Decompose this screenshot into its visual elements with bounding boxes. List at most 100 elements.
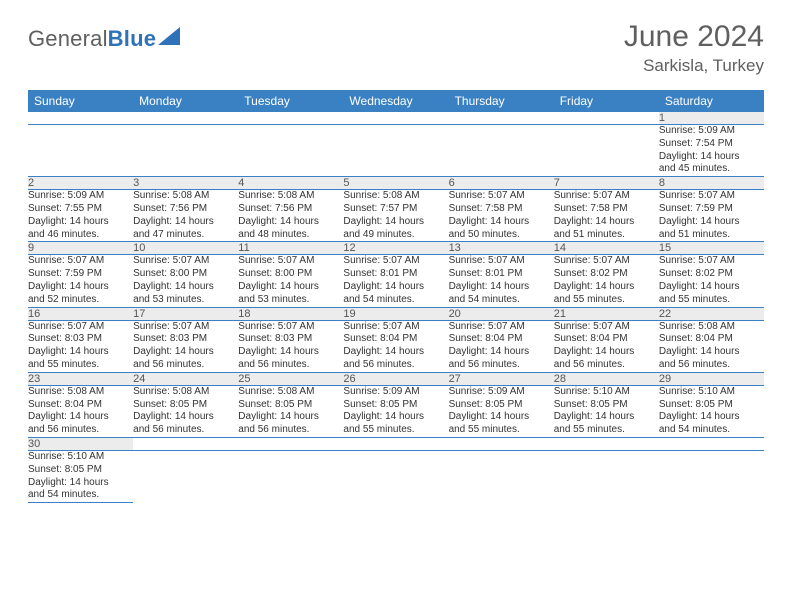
daylight-text: and 53 minutes. xyxy=(133,294,238,307)
day-number xyxy=(133,437,238,450)
sunset-text: Sunset: 8:04 PM xyxy=(343,333,448,346)
daylight-text: and 56 minutes. xyxy=(238,359,343,372)
day-cell: Sunrise: 5:08 AMSunset: 7:56 PMDaylight:… xyxy=(238,190,343,242)
day-cell: Sunrise: 5:07 AMSunset: 8:01 PMDaylight:… xyxy=(343,255,448,307)
daynum-row: 2345678 xyxy=(28,177,764,190)
location-label: Sarkisla, Turkey xyxy=(624,56,764,76)
day-number: 27 xyxy=(449,372,554,385)
sunrise-text: Sunrise: 5:08 AM xyxy=(343,190,448,203)
daylight-text: and 51 minutes. xyxy=(659,229,764,242)
sunset-text: Sunset: 8:04 PM xyxy=(28,399,133,412)
sunrise-text: Sunrise: 5:07 AM xyxy=(28,255,133,268)
day-cell: Sunrise: 5:10 AMSunset: 8:05 PMDaylight:… xyxy=(28,450,133,502)
daylight-text: and 56 minutes. xyxy=(28,424,133,437)
day-number: 28 xyxy=(554,372,659,385)
day-number: 23 xyxy=(28,372,133,385)
detail-row: Sunrise: 5:07 AMSunset: 7:59 PMDaylight:… xyxy=(28,255,764,307)
day-cell xyxy=(238,450,343,502)
day-number: 14 xyxy=(554,242,659,255)
sunset-text: Sunset: 8:05 PM xyxy=(449,399,554,412)
day-cell xyxy=(133,450,238,502)
sunrise-text: Sunrise: 5:08 AM xyxy=(659,321,764,334)
daylight-text: and 56 minutes. xyxy=(343,359,448,372)
sunset-text: Sunset: 7:57 PM xyxy=(343,203,448,216)
sunset-text: Sunset: 8:01 PM xyxy=(449,268,554,281)
daylight-text: and 56 minutes. xyxy=(449,359,554,372)
day-number: 5 xyxy=(343,177,448,190)
day-cell xyxy=(343,450,448,502)
sunrise-text: Sunrise: 5:07 AM xyxy=(659,255,764,268)
daylight-text: and 54 minutes. xyxy=(449,294,554,307)
day-cell xyxy=(28,125,133,177)
day-number xyxy=(554,112,659,125)
detail-row: Sunrise: 5:07 AMSunset: 8:03 PMDaylight:… xyxy=(28,320,764,372)
logo-sail-icon xyxy=(158,27,184,47)
day-number xyxy=(449,112,554,125)
day-number: 8 xyxy=(659,177,764,190)
day-number: 4 xyxy=(238,177,343,190)
sunset-text: Sunset: 8:02 PM xyxy=(554,268,659,281)
day-cell: Sunrise: 5:07 AMSunset: 8:04 PMDaylight:… xyxy=(554,320,659,372)
day-cell: Sunrise: 5:07 AMSunset: 8:03 PMDaylight:… xyxy=(133,320,238,372)
day-cell xyxy=(133,125,238,177)
sunrise-text: Sunrise: 5:07 AM xyxy=(554,321,659,334)
daylight-text: and 56 minutes. xyxy=(133,359,238,372)
day-number xyxy=(238,437,343,450)
daylight-text: and 45 minutes. xyxy=(659,163,764,176)
day-cell xyxy=(343,125,448,177)
sunset-text: Sunset: 7:59 PM xyxy=(28,268,133,281)
sunset-text: Sunset: 8:02 PM xyxy=(659,268,764,281)
daylight-text: and 49 minutes. xyxy=(343,229,448,242)
day-number xyxy=(238,112,343,125)
weekday-header: Saturday xyxy=(659,90,764,112)
sunrise-text: Sunrise: 5:07 AM xyxy=(659,190,764,203)
daylight-text: Daylight: 14 hours xyxy=(133,346,238,359)
weekday-header: Tuesday xyxy=(238,90,343,112)
daylight-text: Daylight: 14 hours xyxy=(449,411,554,424)
logo-text-blue: Blue xyxy=(108,26,156,51)
day-number: 19 xyxy=(343,307,448,320)
weekday-header: Wednesday xyxy=(343,90,448,112)
daylight-text: and 46 minutes. xyxy=(28,229,133,242)
day-cell xyxy=(554,125,659,177)
sunrise-text: Sunrise: 5:09 AM xyxy=(449,386,554,399)
daylight-text: Daylight: 14 hours xyxy=(554,346,659,359)
day-number: 16 xyxy=(28,307,133,320)
day-number: 15 xyxy=(659,242,764,255)
day-number xyxy=(449,437,554,450)
sunrise-text: Sunrise: 5:08 AM xyxy=(133,190,238,203)
detail-row: Sunrise: 5:10 AMSunset: 8:05 PMDaylight:… xyxy=(28,450,764,502)
daylight-text: Daylight: 14 hours xyxy=(28,216,133,229)
sunrise-text: Sunrise: 5:07 AM xyxy=(449,255,554,268)
sunset-text: Sunset: 7:54 PM xyxy=(659,138,764,151)
sunrise-text: Sunrise: 5:10 AM xyxy=(659,386,764,399)
day-number: 13 xyxy=(449,242,554,255)
detail-row: Sunrise: 5:08 AMSunset: 8:04 PMDaylight:… xyxy=(28,385,764,437)
day-cell xyxy=(659,450,764,502)
day-cell: Sunrise: 5:10 AMSunset: 8:05 PMDaylight:… xyxy=(659,385,764,437)
daylight-text: Daylight: 14 hours xyxy=(659,346,764,359)
day-number: 30 xyxy=(28,437,133,450)
day-cell: Sunrise: 5:07 AMSunset: 8:01 PMDaylight:… xyxy=(449,255,554,307)
sunrise-text: Sunrise: 5:07 AM xyxy=(449,190,554,203)
day-cell: Sunrise: 5:07 AMSunset: 7:58 PMDaylight:… xyxy=(554,190,659,242)
sunrise-text: Sunrise: 5:07 AM xyxy=(28,321,133,334)
calendar-table: Sunday Monday Tuesday Wednesday Thursday… xyxy=(28,90,764,503)
day-cell: Sunrise: 5:08 AMSunset: 8:04 PMDaylight:… xyxy=(659,320,764,372)
sunrise-text: Sunrise: 5:08 AM xyxy=(238,190,343,203)
day-cell: Sunrise: 5:07 AMSunset: 8:04 PMDaylight:… xyxy=(449,320,554,372)
day-cell: Sunrise: 5:07 AMSunset: 7:59 PMDaylight:… xyxy=(659,190,764,242)
day-cell: Sunrise: 5:07 AMSunset: 8:00 PMDaylight:… xyxy=(238,255,343,307)
daylight-text: Daylight: 14 hours xyxy=(659,411,764,424)
day-number: 9 xyxy=(28,242,133,255)
daylight-text: and 55 minutes. xyxy=(554,294,659,307)
daylight-text: and 48 minutes. xyxy=(238,229,343,242)
day-cell: Sunrise: 5:10 AMSunset: 8:05 PMDaylight:… xyxy=(554,385,659,437)
sunrise-text: Sunrise: 5:07 AM xyxy=(238,321,343,334)
calendar-page: GeneralBlue June 2024 Sarkisla, Turkey S… xyxy=(0,0,792,523)
sunset-text: Sunset: 8:05 PM xyxy=(28,464,133,477)
day-number: 10 xyxy=(133,242,238,255)
daylight-text: and 54 minutes. xyxy=(343,294,448,307)
sunset-text: Sunset: 7:58 PM xyxy=(449,203,554,216)
daylight-text: Daylight: 14 hours xyxy=(238,411,343,424)
